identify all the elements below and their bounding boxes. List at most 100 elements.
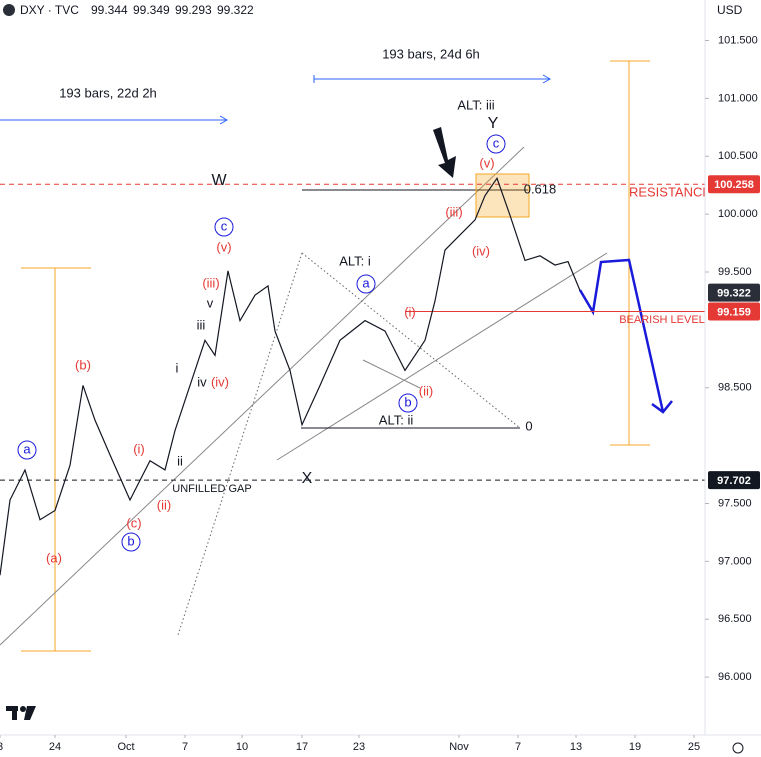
currency[interactable]: USD: [717, 3, 743, 17]
annotation: a: [23, 441, 31, 456]
x-tick-label: Nov: [449, 741, 469, 753]
annotation: (iii): [445, 204, 462, 219]
wave-circle: [214, 217, 234, 237]
annotation: ALT: ii: [379, 412, 414, 427]
x-tick-label: 13: [570, 741, 582, 753]
wave-circle: [17, 440, 37, 460]
annotation: BEARISH LEVEL: [619, 314, 705, 326]
annotation: (iv): [211, 374, 229, 389]
price-tag-label: 99.322: [717, 288, 751, 300]
annotation: (i): [133, 441, 145, 456]
logo-part: [12, 706, 17, 720]
high: 99.349: [133, 3, 170, 17]
y-tick-label: 100.500: [718, 150, 758, 162]
price-tag: [708, 283, 760, 302]
annotation: 0: [525, 418, 532, 433]
price-axis: [705, 0, 761, 757]
annotation: b: [404, 394, 411, 409]
y-tick-label: 96.500: [718, 613, 752, 625]
x-tick-label: 24: [49, 741, 61, 753]
annotation: (ii): [157, 497, 171, 512]
price-tag-label: 100.258: [714, 179, 754, 191]
fib-line: [177, 252, 303, 636]
y-tick-label: 96.000: [718, 671, 752, 683]
annotation: (v): [216, 239, 231, 254]
annotation: X: [302, 470, 313, 487]
close: 99.322: [217, 3, 254, 17]
logo-part: [24, 706, 36, 720]
annotation: W: [211, 172, 227, 189]
trend-line: [0, 146, 525, 646]
annotation: 193 bars, 22d 2h: [59, 85, 157, 100]
y-tick-label: 99.500: [718, 266, 752, 278]
wave-circle: [121, 532, 141, 552]
trend-line: [362, 359, 421, 389]
y-tick-label: 101.000: [718, 92, 758, 104]
symbol-icon: [3, 4, 15, 16]
y-tick-label: 101.500: [718, 34, 758, 46]
annotation: ii: [177, 453, 183, 468]
annotation: 0.618: [524, 181, 557, 196]
x-tick-label: 3: [0, 741, 3, 753]
annotation: b: [127, 533, 134, 548]
price-tag: [708, 302, 760, 321]
annotation: a: [362, 275, 370, 290]
symbol: DXY · TVC: [20, 3, 79, 17]
annotation: i: [176, 360, 179, 375]
annotation: (a): [46, 550, 62, 565]
arrow-head: [219, 115, 229, 125]
y-tick-label: 98.500: [718, 382, 752, 394]
wave-circle: [486, 134, 506, 154]
annotation: c: [221, 218, 228, 233]
logo: [6, 706, 744, 754]
annotation: iii: [197, 317, 206, 332]
x-tick-label: 7: [515, 741, 521, 753]
price-tag-label: 97.702: [717, 475, 751, 487]
wave-circle: [356, 274, 376, 294]
open: 99.344: [91, 3, 128, 17]
annotation: Y: [488, 115, 499, 132]
annotation: 193 bars, 24d 6h: [382, 46, 480, 61]
y-tick-label: 97.500: [718, 497, 752, 509]
projection-head: [651, 400, 673, 414]
price-line: [0, 176, 581, 576]
fib-line: [301, 252, 521, 429]
annotation: (i): [404, 304, 416, 319]
wave-circle: [398, 393, 418, 413]
x-tick-label: 17: [296, 741, 308, 753]
arrow-head: [542, 74, 552, 84]
annotation: (iii): [202, 275, 219, 290]
annotation: UNFILLED GAP: [172, 483, 251, 495]
x-tick-label: 25: [688, 741, 700, 753]
annotation: (b): [75, 357, 91, 372]
y-tick-label: 97.000: [718, 555, 752, 567]
settings-icon[interactable]: [732, 742, 744, 754]
annotation: (iv): [472, 243, 490, 258]
annotation: iv: [197, 374, 207, 389]
x-tick-label: 23: [353, 741, 365, 753]
annotation: (c): [126, 515, 141, 530]
trend-line: [276, 252, 608, 461]
annotation: (ii): [419, 383, 433, 398]
annotation: (v): [479, 155, 494, 170]
annotation: ALT: i: [339, 253, 371, 268]
price-tag-label: 99.159: [717, 306, 751, 318]
low: 99.293: [175, 3, 212, 17]
y-tick-label: 100.000: [718, 208, 758, 220]
x-tick-label: 10: [236, 741, 248, 753]
pointer-arrow: [433, 127, 456, 178]
annotation: ALT: iii: [457, 97, 494, 112]
logo-part: [20, 706, 26, 712]
projection: [578, 258, 665, 413]
header: DXY · TVC 99.344 99.349 99.293 99.322 US…: [3, 3, 743, 17]
annotation: v: [207, 295, 214, 310]
annotation: c: [493, 135, 500, 150]
x-tick-label: Oct: [117, 741, 134, 753]
x-tick-label: 19: [629, 741, 641, 753]
axes: 96.00096.50097.00097.50098.50099.500100.…: [0, 34, 760, 753]
x-tick-label: 7: [182, 741, 188, 753]
price-tag: [708, 471, 760, 490]
